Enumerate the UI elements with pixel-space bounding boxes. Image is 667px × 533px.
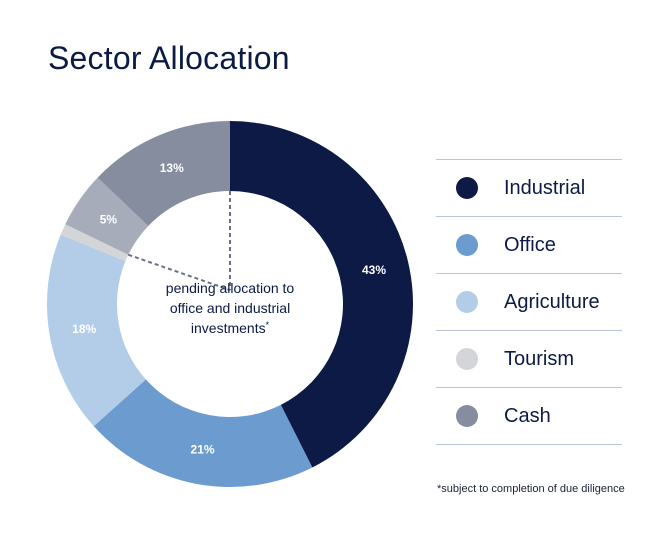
center-text-line-1: office and industrial [170,300,290,316]
center-text-line-2: investments* [191,320,270,336]
data-label-2: 18% [72,322,96,336]
data-label-1: 21% [191,442,215,456]
donut-chart: 43% 21% 18% 5% 13% pending allocation to offic… [46,121,413,487]
slice-industrial-0 [230,121,413,468]
legend-item-tourism: Tourism [436,331,622,388]
slice-cash-4 [65,177,149,255]
data-label-5: 13% [160,161,184,175]
legend-swatch [456,348,478,370]
legend-label: Agriculture [504,290,600,313]
legend-item-cash: Cash [436,388,622,445]
slice-office-1 [93,379,313,487]
legend-label: Cash [504,404,551,427]
center-text-line-0: pending allocation to [166,280,295,296]
slice-agriculture-2 [46,234,146,427]
legend-swatch [456,177,478,199]
chart-legend: Industrial Office Agriculture Tourism Cash [436,159,622,445]
legend-item-agriculture: Agriculture [436,274,622,331]
footnote: *subject to completion of due diligence [437,483,625,495]
center-text-footnote-mark: * [266,320,270,330]
legend-item-office: Office [436,217,622,274]
data-label-4: 5% [100,213,118,227]
chart-title: Sector Allocation [48,40,290,76]
slice-cash-5 [97,121,230,226]
data-label-0: 43% [362,263,386,277]
legend-swatch [456,291,478,313]
legend-label: Office [504,233,556,256]
slice-tourism-3 [60,224,129,262]
legend-label: Industrial [504,176,586,199]
legend-item-industrial: Industrial [436,160,622,217]
legend-label: Tourism [504,347,575,370]
pending-indicator-line-1 [127,253,231,291]
legend-swatch [456,234,478,256]
legend-swatch [456,405,478,427]
